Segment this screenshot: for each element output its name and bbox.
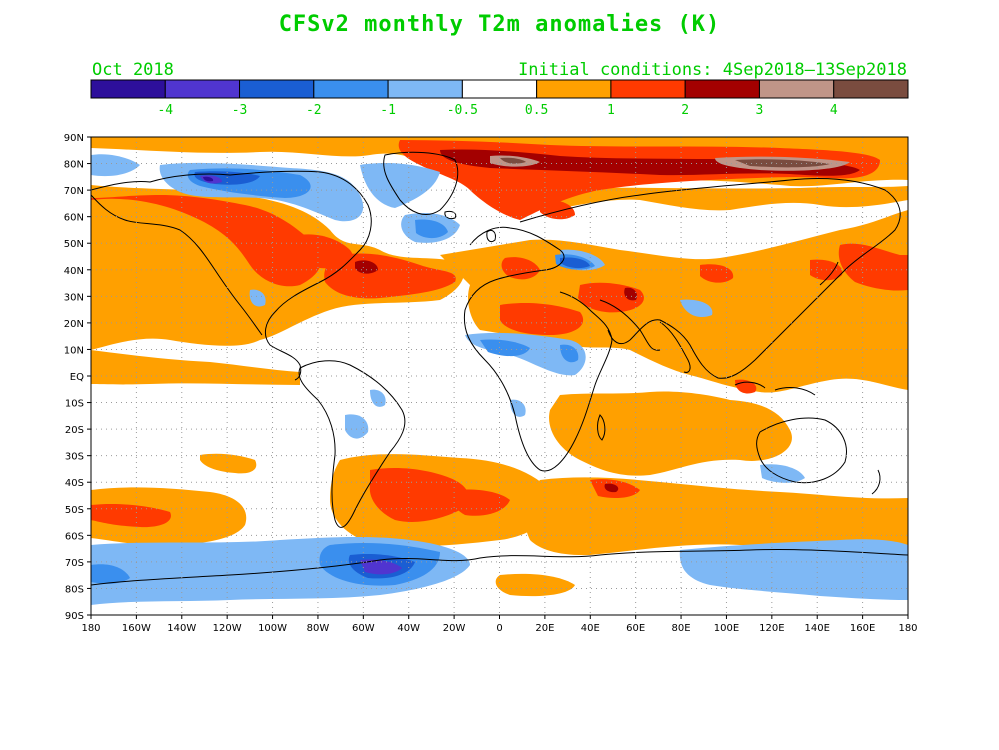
lat-tick-label: 30S — [65, 452, 84, 463]
lat-tick-label: 90N — [64, 133, 84, 144]
map-title: CFSv2 monthly T2m anomalies (K) — [278, 12, 721, 37]
anomaly-fields — [91, 137, 908, 615]
colorbar-swatch — [461, 79, 538, 99]
lat-tick-label: 80S — [65, 584, 84, 595]
lon-tick-label: 100W — [258, 623, 287, 634]
colorbar-swatch — [313, 79, 389, 99]
lat-tick-label: 70S — [65, 558, 84, 569]
lat-tick-label: 10N — [64, 345, 84, 356]
lat-tick-label: 80N — [64, 160, 84, 171]
coastlines — [91, 151, 908, 586]
lon-tick-label: 0 — [496, 623, 502, 634]
lat-tick-label: 20S — [65, 425, 84, 436]
colorbar-swatch — [90, 79, 166, 99]
colorbar-label: -1 — [380, 103, 396, 118]
colorbar-label: -2 — [306, 103, 322, 118]
lon-tick-label: 120E — [759, 623, 784, 634]
initial-conditions-label: Initial conditions: 4Sep2018–13Sep2018 — [518, 60, 907, 80]
lat-tick-label: 50N — [64, 239, 84, 250]
colorbar-swatch — [684, 79, 760, 99]
colorbar-swatch — [387, 79, 463, 99]
lon-tick-label: 140W — [167, 623, 196, 634]
gridlines — [91, 137, 908, 615]
lon-tick-label: 80W — [307, 623, 330, 634]
latitude-axis: 90N 80N 70N 60N 50N 40N 30N 20N 10N EQ 10S 20S 30S 40… — [64, 133, 91, 622]
lon-tick-label: 120W — [213, 623, 242, 634]
colorbar — [90, 79, 909, 99]
lat-tick-label: 70N — [64, 186, 84, 197]
colorbar-swatch — [536, 79, 612, 99]
colorbar-swatch — [610, 79, 686, 99]
lat-tick-label: 60S — [65, 531, 84, 542]
colorbar-label: -3 — [232, 103, 248, 118]
colorbar-label: 0.5 — [525, 103, 548, 118]
lon-tick-label: 60W — [352, 623, 375, 634]
lon-tick-label: 180 — [81, 623, 100, 634]
lon-tick-label: 80E — [672, 623, 691, 634]
lat-tick-label: 10S — [65, 399, 84, 410]
lon-tick-label: 20W — [443, 623, 466, 634]
lat-tick-label: 50S — [65, 505, 84, 516]
longitude-axis: 180 160W 140W 120W 100W 80W 60W 40W 20W 0 20E 40E 60… — [81, 615, 918, 634]
lon-tick-label: 140E — [805, 623, 830, 634]
valid-month-label: Oct 2018 — [92, 60, 174, 80]
colorbar-label: 1 — [607, 103, 615, 118]
lat-tick-label: 40N — [64, 266, 84, 277]
colorbar-label: -0.5 — [447, 103, 478, 118]
colorbar-label: -4 — [157, 103, 173, 118]
cold-anomaly-midblue — [91, 168, 595, 586]
lon-tick-label: 160E — [850, 623, 875, 634]
lat-tick-label: EQ — [70, 372, 84, 383]
lat-tick-label: 40S — [65, 478, 84, 489]
lat-tick-label: 20N — [64, 319, 84, 330]
colorbar-label: 2 — [681, 103, 689, 118]
colorbar-label: 3 — [756, 103, 764, 118]
colorbar-swatch — [758, 79, 835, 99]
lon-tick-label: 40E — [581, 623, 600, 634]
colorbar-swatch — [239, 79, 315, 99]
colorbar-swatch — [833, 79, 909, 99]
lon-tick-label: 100E — [714, 623, 739, 634]
lat-tick-label: 30N — [64, 292, 84, 303]
lat-tick-label: 90S — [65, 611, 84, 622]
lon-tick-label: 20E — [535, 623, 554, 634]
colorbar-swatch — [164, 79, 241, 99]
lon-tick-label: 40W — [397, 623, 420, 634]
lon-tick-label: 60E — [626, 623, 645, 634]
lon-tick-label: 180 — [898, 623, 917, 634]
colorbar-label: 4 — [830, 103, 838, 118]
warm-anomaly-extreme — [490, 155, 850, 171]
lat-tick-label: 60N — [64, 213, 84, 224]
lon-tick-label: 160W — [122, 623, 151, 634]
colorbar-labels: -4 -3 -2 -1 -0.5 0.5 1 2 3 4 — [157, 103, 837, 118]
